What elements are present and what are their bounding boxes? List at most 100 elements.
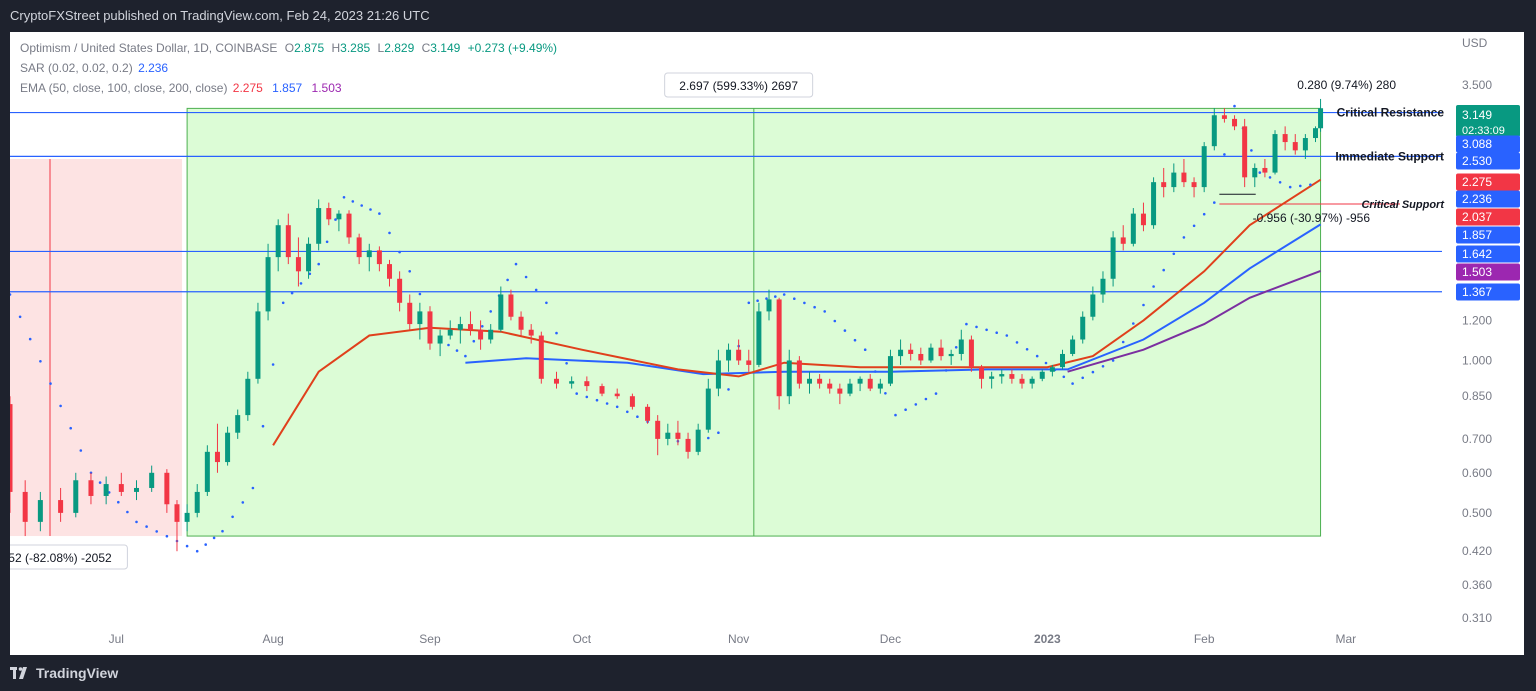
price-tag-value: 1.642 xyxy=(1462,247,1492,261)
sar-dot xyxy=(299,282,303,285)
candle-body xyxy=(103,484,109,496)
price-tag: 2.275 xyxy=(1456,173,1520,191)
sar-dot xyxy=(334,218,337,221)
sar-dot xyxy=(833,319,837,323)
sar-dot xyxy=(1025,348,1029,351)
candle-body xyxy=(1318,108,1324,129)
candle-body xyxy=(498,294,504,330)
footer-bar: TradingView xyxy=(0,655,1536,691)
candle-body xyxy=(73,480,79,513)
price-tag-bg xyxy=(1456,152,1520,170)
sar-dot xyxy=(1278,181,1282,184)
x-tick-label: Nov xyxy=(728,632,749,646)
candle-body xyxy=(665,432,671,439)
tradingview-logo[interactable]: TradingView xyxy=(10,665,118,681)
sar-dot xyxy=(1121,340,1125,344)
candle-body xyxy=(194,491,200,513)
candle-body xyxy=(376,250,382,265)
sar-dot xyxy=(1035,354,1039,358)
rally-measure-label-text: 2.697 (599.33%) 2697 xyxy=(679,79,798,93)
candle-body xyxy=(1100,278,1106,295)
x-tick-label: 2023 xyxy=(1034,632,1061,646)
candle-body xyxy=(1292,142,1298,151)
price-tag-value: 2.037 xyxy=(1462,210,1492,224)
candle-body xyxy=(553,378,559,384)
sar-dot xyxy=(534,288,538,292)
x-tick-label: Mar xyxy=(1336,632,1357,646)
candle-body xyxy=(397,278,403,303)
price-tag-bg xyxy=(1456,226,1520,244)
sar-dot xyxy=(756,299,759,303)
candle-body xyxy=(898,349,904,357)
candle-body xyxy=(1130,213,1136,244)
drop-measure-label-box xyxy=(10,544,128,570)
sar-dot xyxy=(894,413,897,417)
sar-dot xyxy=(1152,285,1155,288)
candle-body xyxy=(614,393,620,397)
candle-body xyxy=(1191,182,1197,188)
chart-area[interactable]: 3.500 1.200 1.000 0.850 0.700 0.600 0.500 0.420… xyxy=(10,32,1524,655)
candle-body xyxy=(1262,167,1268,173)
candle-body xyxy=(518,316,524,330)
sar-dot xyxy=(464,354,467,358)
candle-body xyxy=(645,406,651,421)
price-tag-bg xyxy=(1456,135,1520,153)
candle-body xyxy=(306,243,312,272)
sar-dot xyxy=(308,272,312,276)
sar-dot xyxy=(221,529,224,533)
sar-dot xyxy=(290,291,294,295)
sar-dot xyxy=(325,240,329,244)
candle-body xyxy=(457,324,463,330)
sar-dot xyxy=(455,349,459,352)
price-tag-value: 1.857 xyxy=(1462,228,1492,242)
legend-high-label: H xyxy=(331,41,341,55)
candle-body xyxy=(1302,138,1308,151)
sar-dot xyxy=(204,543,207,546)
candle-body xyxy=(214,451,220,463)
candle-body xyxy=(285,225,291,258)
sar-dot xyxy=(765,297,768,300)
candle-body xyxy=(225,432,231,463)
candle-body xyxy=(447,329,453,336)
sar-dot xyxy=(774,295,777,298)
sar-dot xyxy=(1111,359,1115,362)
sar-dot xyxy=(342,196,346,199)
candle-body xyxy=(387,264,393,279)
candle-body xyxy=(766,299,772,312)
price-tag: 2.236 xyxy=(1456,190,1520,208)
legend-symbol: Optimism / United States Dollar, 1D, COI… xyxy=(20,41,278,55)
sar-dot xyxy=(165,534,169,538)
sar-dot xyxy=(1091,370,1095,374)
candle-body xyxy=(1282,134,1288,143)
candle-body xyxy=(948,353,954,357)
price-chart[interactable]: 3.500 1.200 1.000 0.850 0.700 0.600 0.500 0.420… xyxy=(10,32,1524,655)
candle-body xyxy=(1161,182,1167,188)
chart-legend: Optimism / United States Dollar, 1D, COI… xyxy=(20,38,557,98)
sar-dot xyxy=(874,370,877,373)
candle-body xyxy=(817,378,823,384)
price-tag: 2.530 xyxy=(1456,152,1520,170)
critical-support-label: Critical Support xyxy=(1361,199,1445,211)
sar-dot xyxy=(545,301,548,305)
candle-body xyxy=(1171,172,1177,188)
sar-dot xyxy=(1062,375,1066,379)
candle-body xyxy=(22,491,28,522)
legend-sar-label: SAR (0.02, 0.02, 0.2) xyxy=(20,61,133,75)
sar-dot xyxy=(1223,153,1226,156)
sar-dot xyxy=(1233,104,1236,108)
candle-body xyxy=(10,404,13,492)
sar-dot xyxy=(843,329,847,332)
sar-dot xyxy=(1071,382,1074,385)
candle-body xyxy=(746,360,752,365)
candle-body xyxy=(437,335,443,344)
sar-dot xyxy=(231,515,234,519)
candle-body xyxy=(847,383,853,394)
legend-close: 3.149 xyxy=(430,41,461,55)
legend-low-label: L xyxy=(377,41,385,55)
legend-low: 2.829 xyxy=(384,41,415,55)
sar-dot xyxy=(212,536,216,540)
sar-dot xyxy=(369,208,372,211)
sar-dot xyxy=(747,301,751,305)
candle-body xyxy=(1029,378,1035,384)
sar-dot xyxy=(378,212,381,215)
